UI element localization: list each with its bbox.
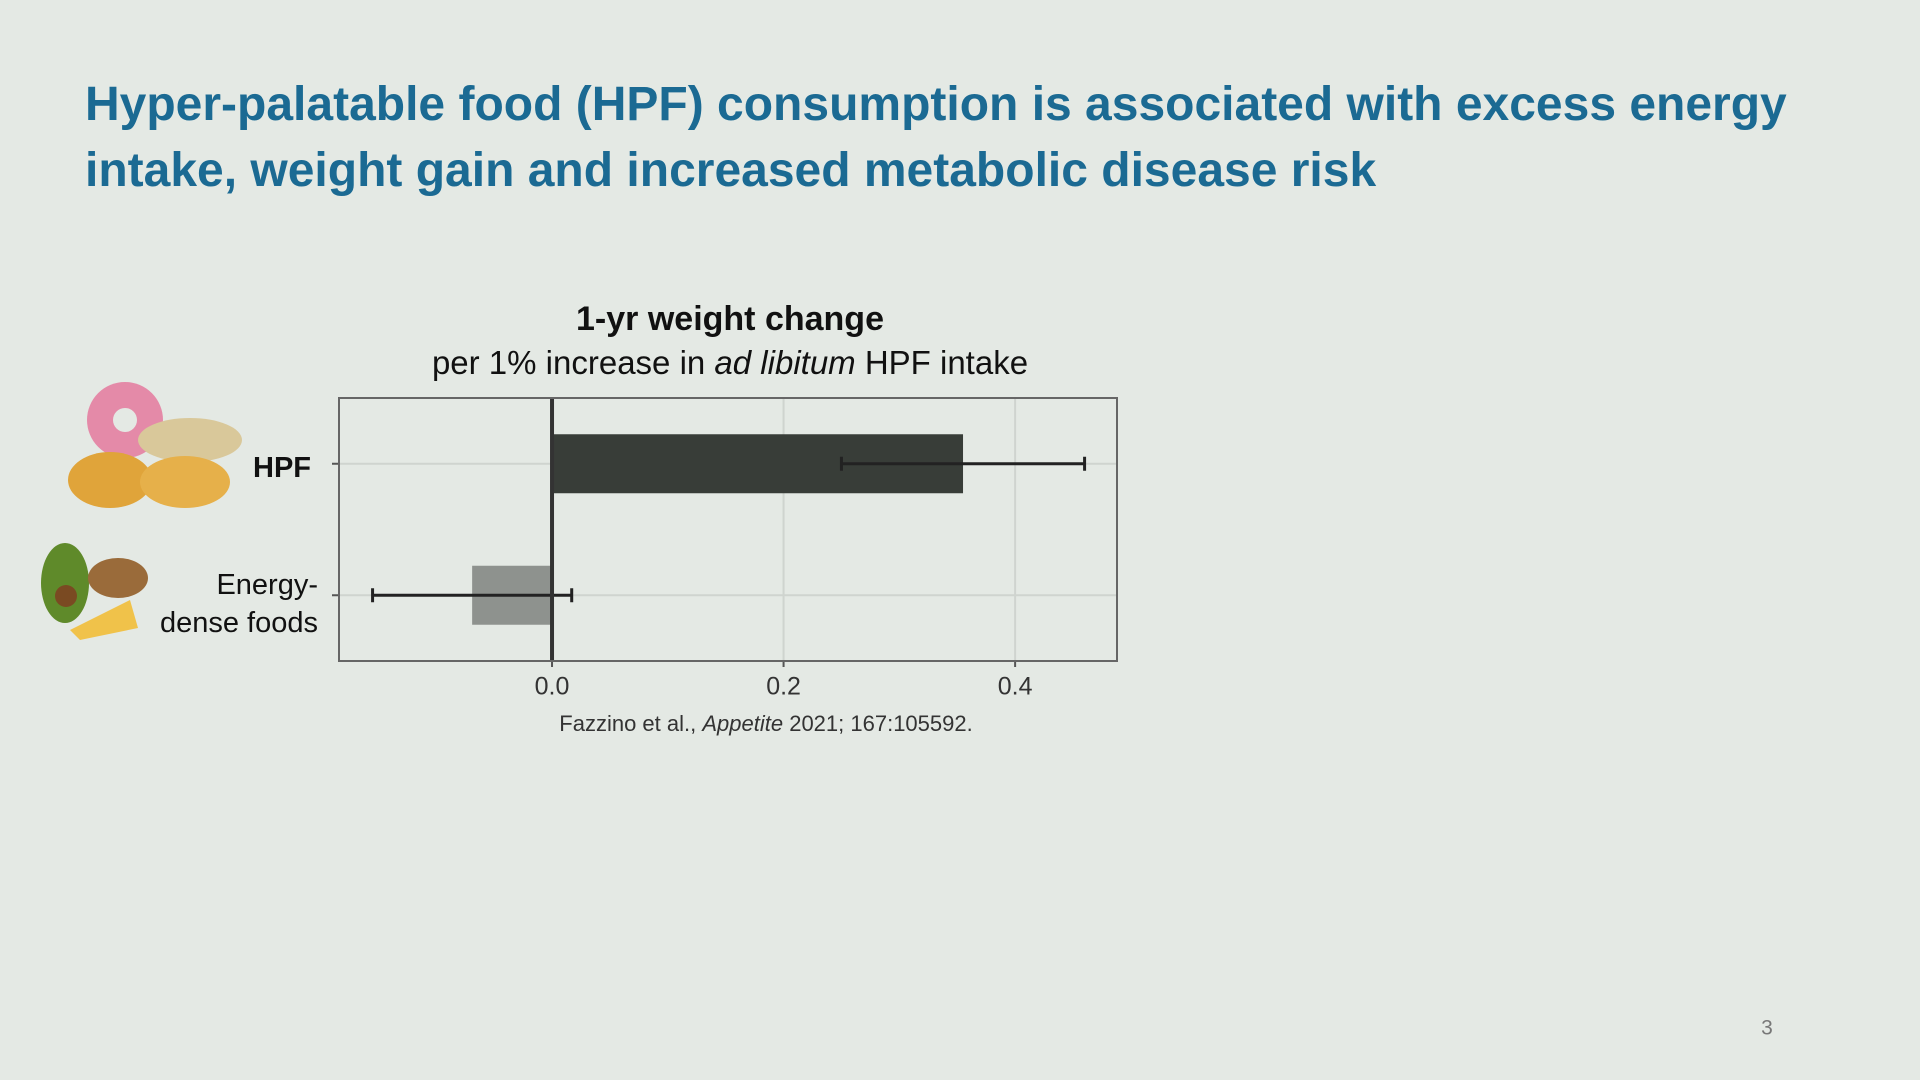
plot-frame: [338, 397, 1118, 662]
donut-hole: [113, 408, 137, 432]
citation: Fazzino et al., Appetite 2021; 167:10559…: [559, 711, 972, 736]
y-tick-label: HPF: [253, 451, 311, 484]
food-icons: [41, 382, 242, 640]
cheese-icon: [70, 600, 138, 640]
chart-subtitle: per 1% increase in ad libitum HPF intake: [432, 344, 1028, 381]
avocado-icon: [41, 543, 89, 623]
chart-title: 1-yr weight change: [576, 300, 884, 338]
nugget-icon: [140, 456, 230, 508]
chips-icon: [138, 418, 242, 462]
avocado-seed: [55, 585, 77, 607]
citation-part: Appetite: [700, 711, 783, 736]
page-number: 3: [1761, 1017, 1773, 1040]
citation-part: 2021; 167:105592.: [783, 711, 973, 736]
x-tick-label: 0.4: [998, 673, 1033, 701]
nuts-icon: [88, 558, 148, 598]
error-bar: [371, 588, 574, 603]
slide-title: Hyper-palatable food (HPF) consumption i…: [85, 78, 1787, 197]
x-tick-label: 0.2: [766, 673, 801, 701]
subtitle-part: ad libitum: [714, 344, 855, 381]
error-bar: [839, 456, 1087, 471]
subtitle-part: HPF intake: [856, 344, 1028, 381]
nugget-icon: [68, 452, 152, 508]
citation-part: Fazzino et al.,: [559, 711, 702, 736]
subtitle-part: per 1% increase in: [432, 344, 714, 381]
x-tick-label: 0.0: [535, 673, 570, 701]
y-tick-label: Energy-dense foods: [159, 569, 318, 640]
